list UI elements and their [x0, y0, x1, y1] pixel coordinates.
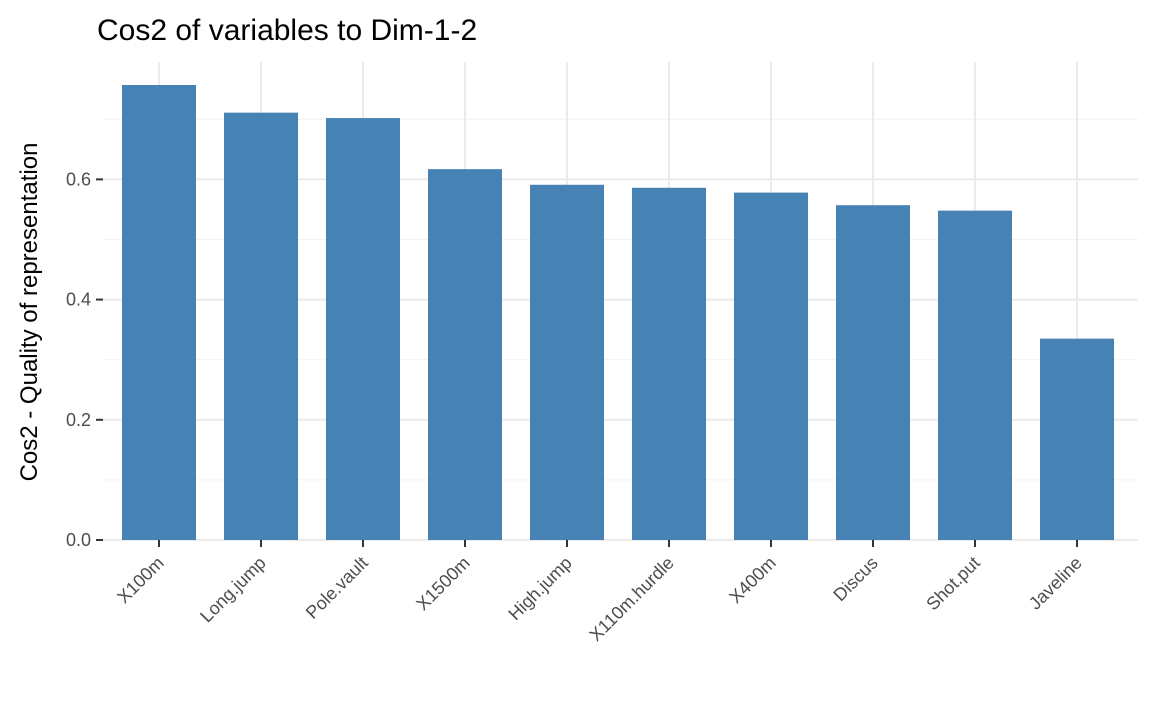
x-tick-label: X110m.hurdle [585, 553, 677, 645]
x-tick-label: Javeline [1025, 553, 1086, 614]
x-tick-label: Shot.put [922, 553, 984, 615]
x-tick-label: Discus [829, 553, 881, 605]
x-tick-label: X1500m [412, 553, 474, 615]
x-axis: X100m Long.jump Pole.vault X1500m High.jump X… [113, 540, 1086, 645]
bar-Long.jump [224, 112, 298, 540]
bar-Javeline [1040, 338, 1114, 540]
bars-layer [122, 85, 1114, 541]
bar-X100m [122, 85, 196, 540]
chart-title: Cos2 of variables to Dim-1-2 [97, 14, 477, 47]
x-tick-label: X400m [725, 553, 779, 607]
x-tick-label: High.jump [504, 553, 575, 624]
y-axis-label: Cos2 - Quality of representation [16, 143, 43, 482]
x-tick-label: Pole.vault [302, 553, 372, 623]
bar-X400m [734, 192, 808, 540]
bar-High.jump [530, 184, 604, 540]
y-tick-label: 0.0 [66, 530, 91, 550]
bar-Shot.put [938, 210, 1012, 541]
y-tick-label: 0.6 [66, 169, 91, 189]
bar-X110m.hurdle [632, 187, 706, 541]
x-tick-label: X100m [113, 553, 167, 607]
bar-Discus [836, 205, 910, 540]
y-tick-label: 0.4 [66, 290, 91, 310]
x-tick-label: Long.jump [196, 553, 270, 627]
bar-X1500m [428, 169, 502, 540]
bar-Pole.vault [326, 118, 400, 541]
y-tick-label: 0.2 [66, 410, 91, 430]
y-axis: 0.0 0.2 0.4 0.6 [66, 169, 103, 550]
